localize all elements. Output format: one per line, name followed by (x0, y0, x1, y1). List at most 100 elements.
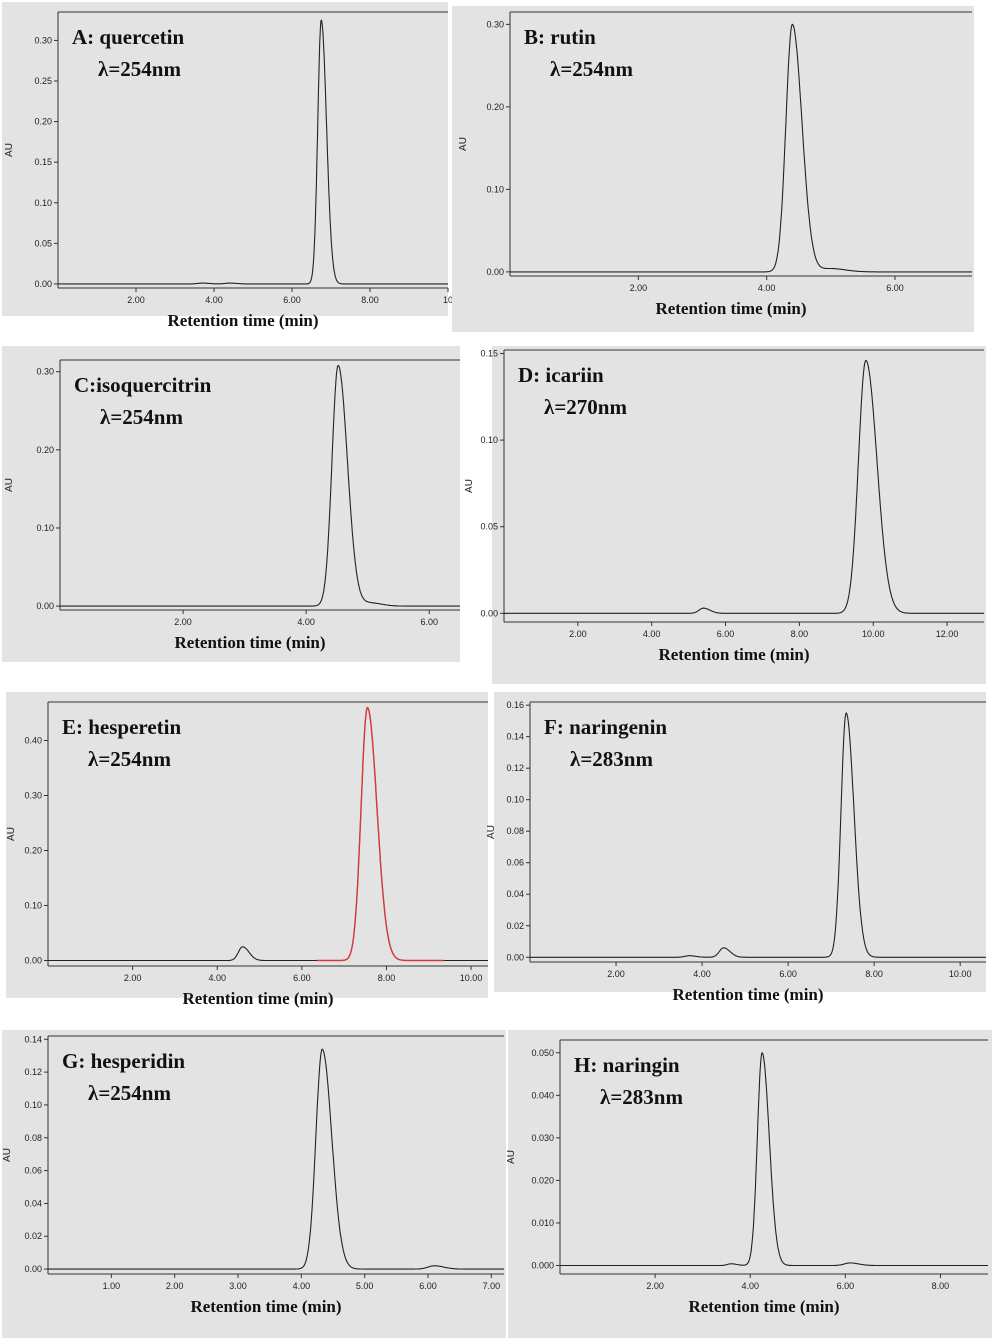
x-tick-label: 6.00 (886, 283, 904, 293)
chromatogram-trace (510, 23, 972, 273)
x-tick-label: 6.00 (837, 1281, 855, 1291)
chromatogram-panel-a: 0.00 0.05 0.10 0.15 0.20 0.25 0.30 2.00 4.00 6.00… (2, 2, 453, 330)
x-tick-label: 2.00 (607, 969, 625, 979)
chromatogram-panel-b: 0.00 0.10 0.20 0.30 2.00 4.00 6.00 AU Retention … (452, 6, 974, 332)
y-axis-label: AU (2, 1148, 13, 1162)
y-tick-label: 0.00 (480, 608, 498, 618)
y-tick-label: 0.10 (486, 184, 504, 194)
y-axis-label: AU (458, 137, 469, 151)
y-axis-label: AU (464, 479, 475, 493)
chromatogram-trace (560, 1051, 988, 1267)
panel-background (2, 1030, 506, 1338)
chromatogram-panel-d: 0.00 0.05 0.10 0.15 2.00 4.00 6.00 8.00 10.00 12.… (464, 346, 986, 684)
y-tick-label: 0.20 (24, 846, 42, 856)
y-tick-label: 0.010 (531, 1218, 554, 1228)
x-tick-label: 6.00 (293, 973, 311, 983)
y-tick-label: 0.10 (480, 435, 498, 445)
y-tick-label: 0.30 (34, 35, 52, 45)
x-axis-label: Retention time (min) (182, 989, 333, 1008)
y-tick-label: 0.20 (34, 117, 52, 127)
chromatogram-trace (60, 364, 460, 607)
x-tick-label: 3.00 (229, 1281, 247, 1291)
y-tick-label: 0.02 (24, 1231, 42, 1241)
y-tick-label: 0.15 (480, 348, 498, 358)
chart-title: A: quercetin (72, 25, 184, 49)
x-tick-label: 2.00 (127, 295, 145, 305)
y-tick-label: 0.030 (531, 1133, 554, 1143)
x-tick-label: 2.00 (166, 1281, 184, 1291)
highlighted-peak-trace (316, 706, 444, 962)
x-axis-label: Retention time (min) (672, 985, 823, 1004)
wavelength-label: λ=254nm (550, 57, 633, 81)
wavelength-label: λ=283nm (600, 1085, 683, 1109)
y-tick-label: 0.00 (506, 952, 524, 962)
chromatogram-trace (504, 359, 984, 614)
x-tick-label: 8.00 (378, 973, 396, 983)
x-tick-label: 4.00 (643, 629, 661, 639)
x-axis-label: Retention time (min) (190, 1297, 341, 1316)
y-tick-label: 0.16 (506, 700, 524, 710)
y-tick-label: 0.000 (531, 1260, 554, 1270)
panel-background (508, 1030, 992, 1338)
y-tick-label: 0.04 (24, 1198, 42, 1208)
chromatogram-trace (48, 1048, 504, 1270)
panel-background (2, 2, 448, 316)
panel-background (2, 346, 460, 662)
panel-background (492, 346, 986, 684)
y-tick-label: 0.25 (34, 76, 52, 86)
chromatogram-panel-e: 0.00 0.10 0.20 0.30 0.40 2.00 4.00 6.00 8.00 10.0… (6, 692, 488, 1008)
y-tick-label: 0.20 (36, 445, 54, 455)
panel-background (452, 6, 974, 332)
x-tick-label: 2.00 (630, 283, 648, 293)
y-tick-label: 0.00 (36, 601, 54, 611)
x-axis-label: Retention time (min) (658, 645, 809, 664)
x-tick-label: 8.00 (932, 1281, 950, 1291)
x-tick-label: 10.00 (949, 969, 972, 979)
x-tick-label: 6.00 (779, 969, 797, 979)
x-tick-label: 8.00 (791, 629, 809, 639)
y-tick-label: 0.15 (34, 157, 52, 167)
x-axis-label: Retention time (min) (174, 633, 325, 652)
x-tick-label: 6.00 (419, 1281, 437, 1291)
y-tick-label: 0.06 (24, 1166, 42, 1176)
chart-title: C:isoquercitrin (74, 373, 212, 397)
y-tick-label: 0.08 (506, 826, 524, 836)
y-tick-label: 0.20 (486, 102, 504, 112)
chart-title: H: naringin (574, 1053, 680, 1077)
y-tick-label: 0.12 (24, 1067, 42, 1077)
panel-background (6, 692, 488, 998)
y-tick-label: 0.02 (506, 921, 524, 931)
x-tick-label: 2.00 (174, 617, 192, 627)
chromatogram-panel-c: 0.00 0.10 0.20 0.30 2.00 4.00 6.00 AU Retention … (2, 346, 460, 662)
y-axis-label: AU (4, 143, 15, 157)
y-tick-label: 0.020 (531, 1175, 554, 1185)
x-tick-label: 4.00 (205, 295, 223, 305)
chart-title: G: hesperidin (62, 1049, 185, 1073)
chromatogram-trace (530, 712, 986, 958)
chromatogram-panel-f: 0.00 0.02 0.04 0.06 0.08 0.10 0.12 0.14 0.16 2.00… (486, 692, 986, 1004)
wavelength-label: λ=254nm (98, 57, 181, 81)
wavelength-label: λ=254nm (88, 747, 171, 771)
y-tick-label: 0.04 (506, 889, 524, 899)
x-tick-label: 1.00 (103, 1281, 121, 1291)
y-tick-label: 0.40 (24, 736, 42, 746)
y-tick-label: 0.30 (486, 19, 504, 29)
y-tick-label: 0.00 (24, 1264, 42, 1274)
x-tick-label: 2.00 (569, 629, 587, 639)
chart-title: D: icariin (518, 363, 604, 387)
wavelength-label: λ=270nm (544, 395, 627, 419)
y-axis-label: AU (4, 478, 15, 492)
y-tick-label: 0.30 (36, 367, 54, 377)
wavelength-label: λ=254nm (88, 1081, 171, 1105)
x-tick-label: 2.00 (646, 1281, 664, 1291)
x-tick-label: 6.00 (717, 629, 735, 639)
chromatogram-trace (58, 19, 448, 285)
y-tick-label: 0.10 (506, 795, 524, 805)
x-tick-label: 4.00 (758, 283, 776, 293)
y-tick-label: 0.14 (24, 1034, 42, 1044)
x-axis-label: Retention time (min) (167, 311, 318, 330)
y-tick-label: 0.050 (531, 1048, 554, 1058)
x-axis-label: Retention time (min) (655, 299, 806, 318)
y-tick-label: 0.00 (486, 267, 504, 277)
